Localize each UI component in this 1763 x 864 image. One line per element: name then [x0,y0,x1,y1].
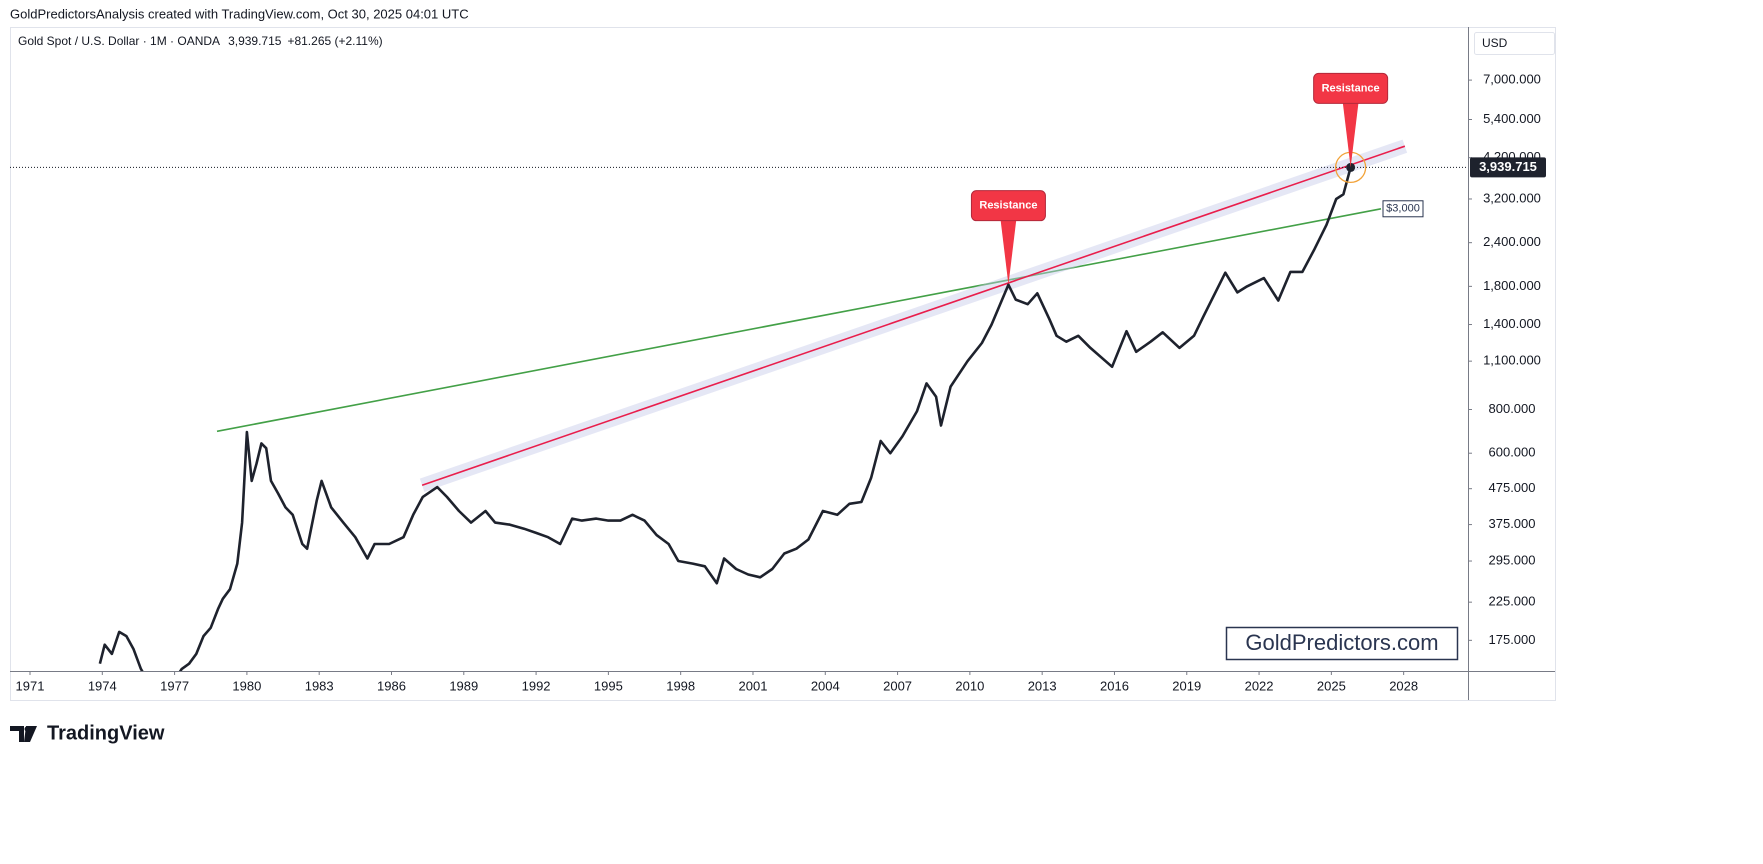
trendline [216,207,1382,433]
price-note: $3,000 [1386,203,1420,215]
callout-box [970,190,1046,222]
x-tick-label: 2019 [1172,678,1201,693]
legend-title: Gold Spot / U.S. Dollar · 1M · OANDA [18,34,220,48]
x-tick-label: 1986 [377,678,406,693]
x-tick-label: 2010 [955,678,984,693]
x-tick-label: 1974 [88,678,117,693]
trendline [421,145,1406,486]
brand: TradingView [47,722,165,744]
y-tick-label: 1,100.000 [1483,353,1541,368]
x-tick-label: 1980 [232,678,261,693]
currency[interactable]: USD [1482,36,1508,50]
header: GoldPredictorsAnalysis created with Trad… [10,6,469,21]
last-price-label: 3,939.715 [1479,159,1537,174]
x-tick-label: 2025 [1317,678,1346,693]
legend-change: +81.265 (+2.11%) [287,34,382,48]
x-tick-label: 1977 [160,678,189,693]
x-tick-label: 2028 [1389,678,1418,693]
price-line [98,167,1352,671]
x-tick-label: 2013 [1028,678,1057,693]
x-tick-label: 2022 [1245,678,1274,693]
x-tick-label: 2016 [1100,678,1129,693]
price-note-box [1382,200,1424,218]
y-tick-label: 375.000 [1489,516,1536,531]
callout-pointer [1000,218,1017,285]
legend-price: 3,939.715 [228,34,282,48]
callout-text: Resistance [979,200,1037,212]
callout-text: Resistance [1322,82,1380,94]
callout-box [1313,72,1389,104]
y-tick-label: 800.000 [1489,401,1536,416]
y-tick-label: 295.000 [1489,552,1536,567]
tradingview-logo [10,726,37,742]
y-tick-label: 5,400.000 [1483,111,1541,126]
x-tick-label: 2007 [883,678,912,693]
x-tick-label: 2001 [739,678,768,693]
y-tick-label: 225.000 [1489,594,1536,609]
y-tick-label: 475.000 [1489,480,1536,495]
x-tick-label: 1998 [666,678,695,693]
y-tick-label: 3,200.000 [1483,190,1541,205]
y-tick-label: 1,400.000 [1483,316,1541,331]
frame [10,27,1556,701]
plot [10,139,1468,671]
x-tick-label: 1995 [594,678,623,693]
y-tick-label: 7,000.000 [1483,72,1541,87]
x-tick-label: 1971 [16,678,45,693]
x-tick-label: 1992 [522,678,551,693]
y-tick-label: 175.000 [1489,632,1536,647]
x-tick-label: 1983 [305,678,334,693]
y-tick-label: 1,800.000 [1483,278,1541,293]
y-tick-label: 2,400.000 [1483,234,1541,249]
currency-box[interactable] [1474,32,1555,55]
x-tick-label: 1989 [449,678,478,693]
y-tick-label: 600.000 [1489,445,1536,460]
watermark: GoldPredictors.com [1245,630,1438,655]
last-price-box [1470,157,1546,178]
x-tick-label: 2004 [811,678,840,693]
watermark-box [1225,626,1459,661]
callout-pointer [1342,101,1359,168]
